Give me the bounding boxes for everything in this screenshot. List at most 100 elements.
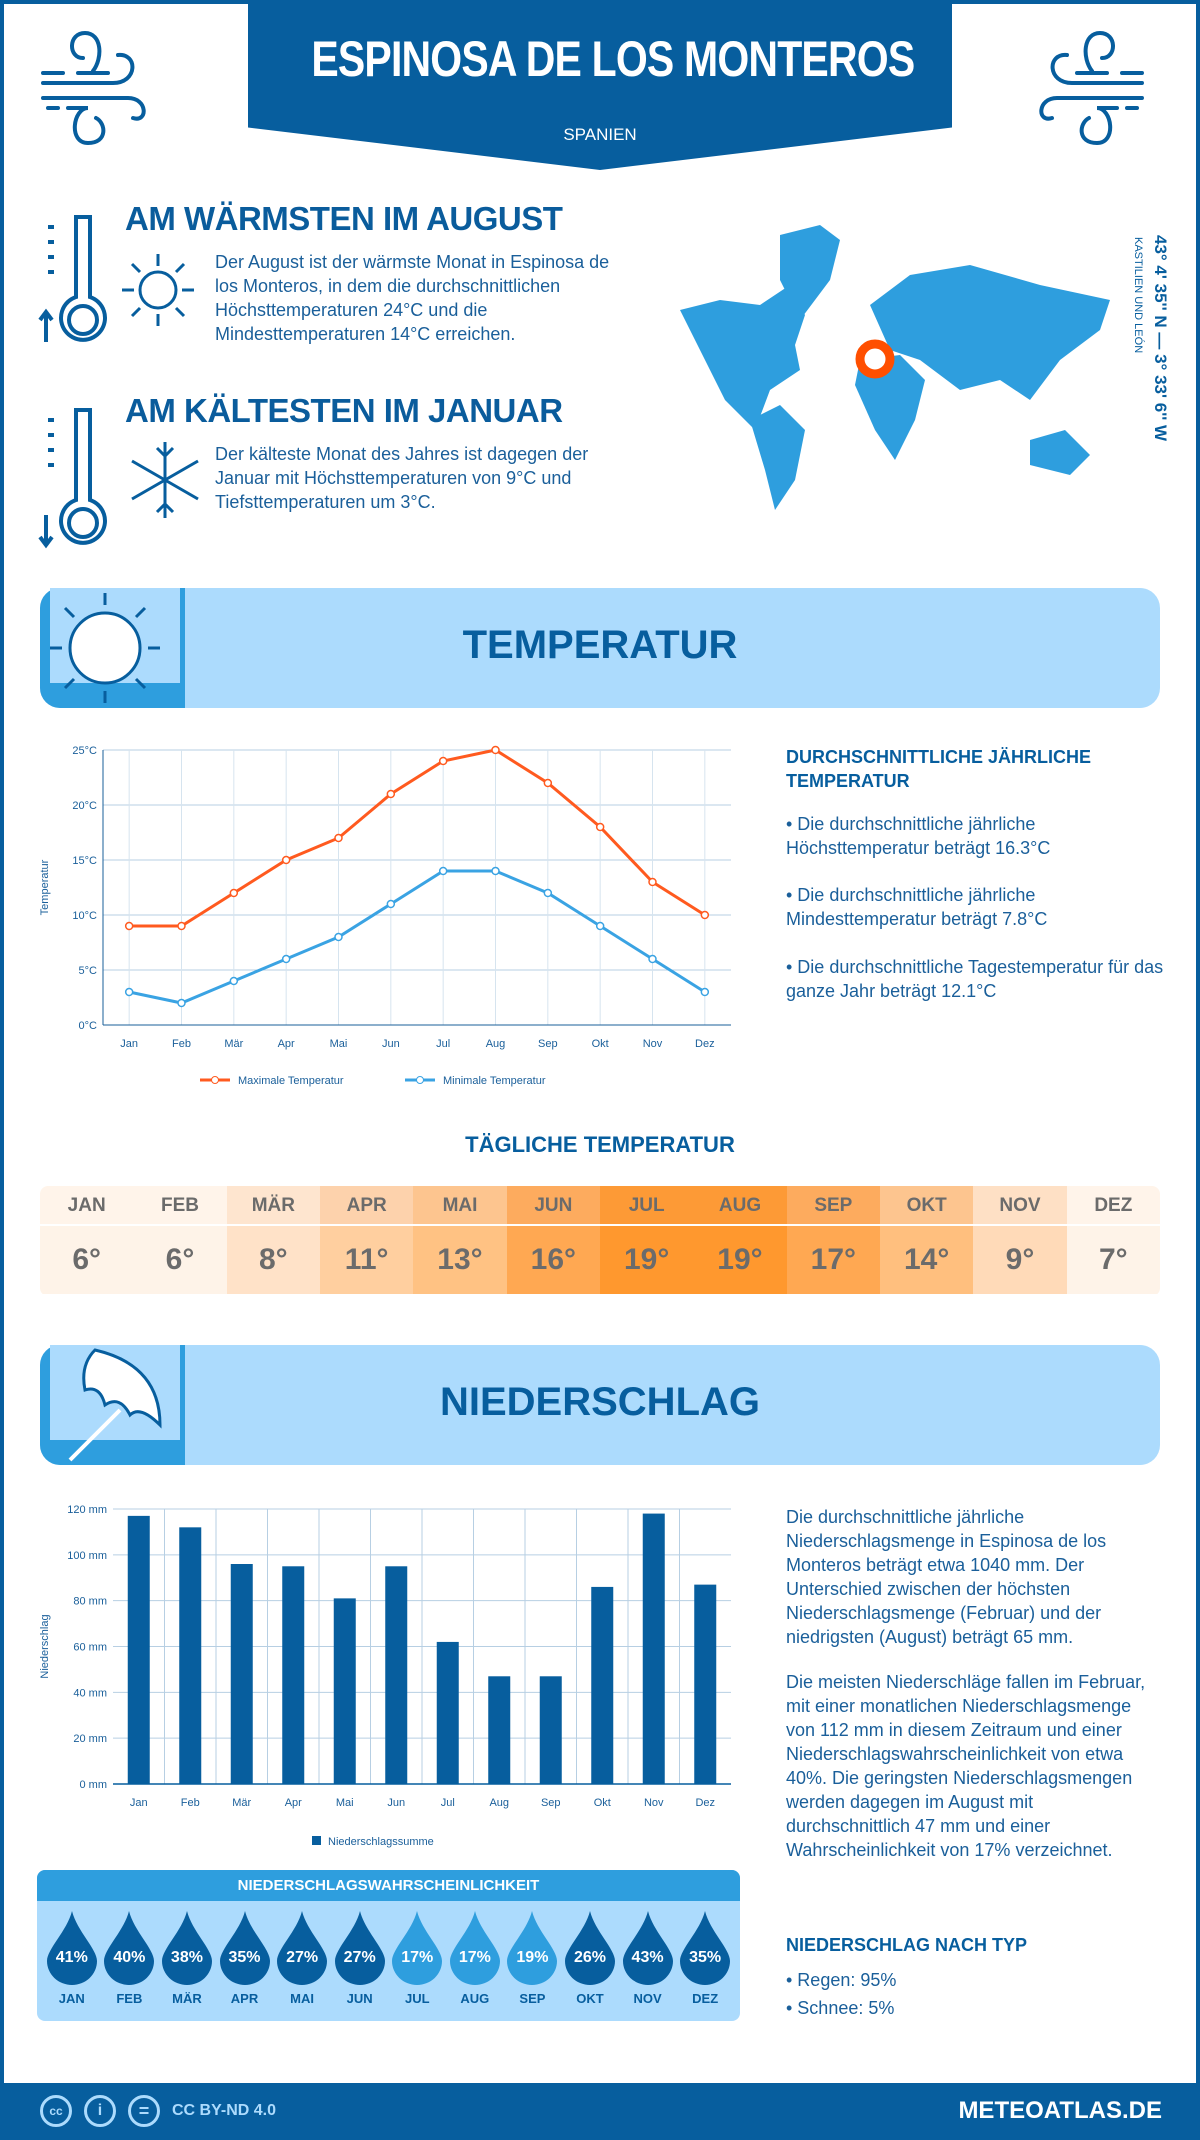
probability-value: 35% — [228, 1949, 261, 1966]
license-label: CC BY-ND 4.0 — [172, 2102, 277, 2119]
footer: cc i = CC BY-ND 4.0 METEOATLAS.DE — [0, 2083, 1200, 2140]
temp-value: 7° — [1066, 1226, 1160, 1294]
raindrop-icon — [680, 1911, 731, 1985]
month-label: FEB — [116, 1991, 143, 2006]
x-tick-label: Feb — [181, 1797, 200, 1809]
daily-temp-cell: MÄR 8° — [226, 1186, 320, 1296]
month-label: APR — [320, 1186, 414, 1226]
x-tick-label: Nov — [643, 1038, 663, 1050]
month-label: NOV — [633, 1991, 662, 2006]
y-tick-label: 10°C — [72, 910, 97, 922]
temp-value: 13° — [413, 1226, 507, 1294]
probability-drop: 19% SEP — [504, 1911, 562, 2006]
x-tick-label: Aug — [486, 1038, 506, 1050]
x-tick-label: Jun — [387, 1797, 405, 1809]
month-label: JUL — [600, 1186, 694, 1226]
precipitation-banner: NIEDERSCHLAG — [40, 1345, 1160, 1465]
temp-value: 6° — [40, 1226, 134, 1294]
data-point — [543, 888, 553, 898]
probability-value: 40% — [113, 1949, 146, 1966]
data-point — [595, 921, 605, 931]
annual-min-text: • Die durchschnittliche jährliche Mindes… — [786, 885, 1048, 929]
temp-value: 6° — [133, 1226, 227, 1294]
bar — [488, 1676, 511, 1784]
legend-marker — [416, 1076, 424, 1084]
probability-value: 26% — [573, 1949, 606, 1966]
probability-drop: 27% JUN — [331, 1911, 389, 2006]
bar — [642, 1513, 665, 1784]
y-tick-label: 0°C — [79, 1020, 98, 1032]
x-tick-label: Jul — [441, 1797, 455, 1809]
raindrop-icon — [564, 1911, 615, 1985]
bar — [282, 1566, 305, 1784]
month-label: OKT — [880, 1186, 974, 1226]
probability-value: 17% — [401, 1949, 434, 1966]
temp-value: 17° — [786, 1226, 880, 1294]
daily-temp-cell: DEZ 7° — [1066, 1186, 1160, 1296]
x-tick-label: Nov — [644, 1797, 664, 1809]
x-tick-label: Sep — [538, 1038, 558, 1050]
x-tick-label: Dez — [695, 1038, 715, 1050]
data-point — [491, 745, 500, 755]
data-point — [595, 822, 605, 832]
raindrop-icon — [219, 1911, 270, 1985]
x-tick-label: Jan — [120, 1038, 138, 1050]
probability-drop: 17% JUL — [388, 1911, 446, 2006]
raindrop-icon — [622, 1911, 673, 1985]
x-tick-label: Apr — [278, 1038, 295, 1050]
series-line — [128, 869, 706, 1005]
precip-probability-panel: NIEDERSCHLAGSWAHRSCHEINLICHKEIT 41% JAN 40… — [37, 1870, 740, 2021]
month-label: SEP — [519, 1991, 546, 2006]
temp-value: 8° — [226, 1226, 320, 1294]
attribution-icon: i — [84, 2095, 116, 2127]
daily-temp-cell: MAI 13° — [413, 1186, 507, 1296]
data-point — [700, 910, 710, 920]
annual-mean-text: • Die durchschnittliche Tagestemperatur … — [786, 957, 1164, 1001]
temp-value: 19° — [693, 1226, 787, 1294]
x-tick-label: Apr — [285, 1797, 302, 1809]
site-link[interactable]: METEOATLAS.DE — [958, 2097, 1162, 2124]
month-label: OKT — [576, 1991, 604, 2006]
x-tick-label: Feb — [172, 1038, 191, 1050]
month-label: JUN — [346, 1991, 373, 2006]
y-tick-label: 15°C — [72, 855, 97, 867]
region-label: KASTILIEN UND LEÓN — [1132, 237, 1144, 354]
data-point — [281, 954, 291, 964]
x-tick-label: Mai — [336, 1797, 354, 1809]
month-label: FEB — [133, 1186, 227, 1226]
probability-title: NIEDERSCHLAGSWAHRSCHEINLICHKEIT — [37, 1870, 740, 1901]
month-label: JAN — [40, 1186, 134, 1226]
data-point — [334, 932, 343, 942]
y-tick-label: 20 mm — [73, 1733, 107, 1745]
month-label: JUN — [506, 1186, 600, 1226]
temp-value: 14° — [880, 1226, 974, 1294]
y-tick-label: 0 mm — [80, 1779, 108, 1791]
daily-temp-cell: FEB 6° — [133, 1186, 227, 1296]
precip-detail-text: Die meisten Niederschläge fallen im Febr… — [786, 1672, 1146, 1860]
precip-type-rain: • Regen: 95% — [786, 1970, 897, 1990]
x-tick-label: Mai — [330, 1038, 348, 1050]
y-tick-label: 5°C — [79, 965, 98, 977]
daily-temp-cell: JAN 6° — [40, 1186, 134, 1296]
probability-value: 41% — [55, 1949, 88, 1966]
month-label: JUL — [404, 1991, 430, 2006]
bar — [694, 1584, 717, 1784]
raindrop-icon — [46, 1911, 97, 1985]
x-tick-label: Okt — [592, 1038, 609, 1050]
precipitation-chart: 0 mm 20 mm 40 mm 60 mm 80 mm 100 mm 120 mm Jan F… — [39, 1504, 731, 1848]
x-tick-label: Okt — [594, 1797, 611, 1809]
bar — [179, 1527, 202, 1784]
y-tick-label: 100 mm — [67, 1550, 107, 1562]
y-tick-label: 60 mm — [73, 1642, 107, 1654]
bar — [591, 1586, 614, 1784]
raindrop-icon — [334, 1911, 385, 1985]
daily-temp-cell: APR 11° — [320, 1186, 414, 1296]
data-point — [700, 987, 710, 997]
series-line — [129, 748, 706, 928]
data-point — [229, 976, 239, 986]
x-tick-label: Jul — [436, 1038, 450, 1050]
x-tick-label: Mär — [232, 1797, 251, 1809]
legend-label: Minimale Temperatur — [443, 1075, 546, 1087]
snowflake-icon — [131, 442, 199, 518]
x-tick-label: Dez — [695, 1797, 715, 1809]
